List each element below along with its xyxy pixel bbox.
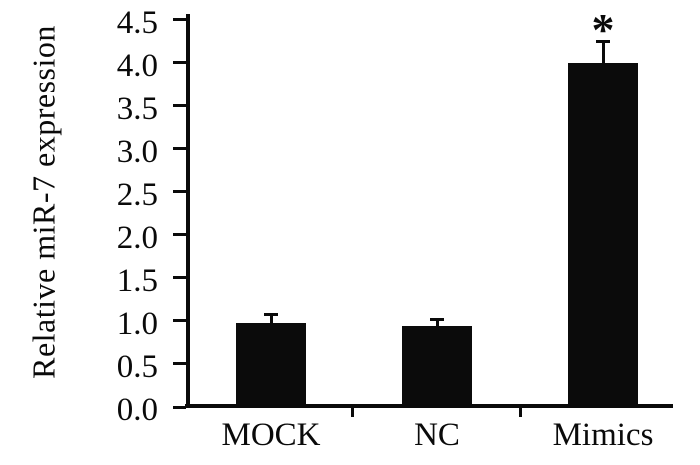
y-axis-line (186, 14, 190, 408)
y-axis-tick (173, 233, 186, 237)
error-bar-stem (435, 319, 439, 329)
y-axis-tick (173, 276, 186, 280)
error-bar-cap (430, 317, 444, 321)
bar-nc (402, 326, 472, 404)
y-axis-tick (173, 18, 186, 21)
significance-asterisk: * (591, 3, 615, 55)
error-bar-stem (269, 314, 273, 325)
bar-mimics (568, 62, 638, 404)
y-tick-label: 0.5 (116, 348, 158, 385)
x-axis-tick (519, 408, 522, 417)
y-axis-tick (173, 61, 186, 65)
y-tick-label: 4.0 (116, 47, 158, 84)
y-axis-tick (173, 104, 186, 108)
y-tick-label: 0.0 (116, 392, 158, 428)
y-axis-tick (173, 147, 186, 151)
x-category-label-nc: NC (414, 417, 460, 453)
y-tick-label: 4.5 (116, 4, 158, 41)
x-category-label-mimics: Mimics (552, 417, 654, 453)
error-bar-cap (596, 39, 610, 43)
y-tick-label: 2.5 (116, 176, 158, 213)
x-axis-line (185, 404, 673, 408)
y-axis-tick (173, 190, 186, 194)
y-axis-tick (173, 319, 186, 323)
y-tick-label: 2.0 (116, 219, 158, 256)
y-tick-label: 3.0 (116, 133, 158, 170)
error-bar-stem (601, 41, 605, 65)
y-tick-label: 3.5 (116, 90, 158, 127)
y-tick-label: 1.5 (116, 262, 158, 299)
bar-mock (236, 322, 306, 404)
y-tick-label: 1.0 (116, 305, 158, 342)
y-axis-tick (173, 362, 186, 366)
y-axis-title: Relative miR-7 expression (25, 25, 62, 379)
y-axis-tick (173, 405, 186, 409)
error-bar-cap (264, 313, 278, 317)
x-axis-tick (351, 408, 354, 417)
x-category-label-mock: MOCK (221, 417, 321, 453)
